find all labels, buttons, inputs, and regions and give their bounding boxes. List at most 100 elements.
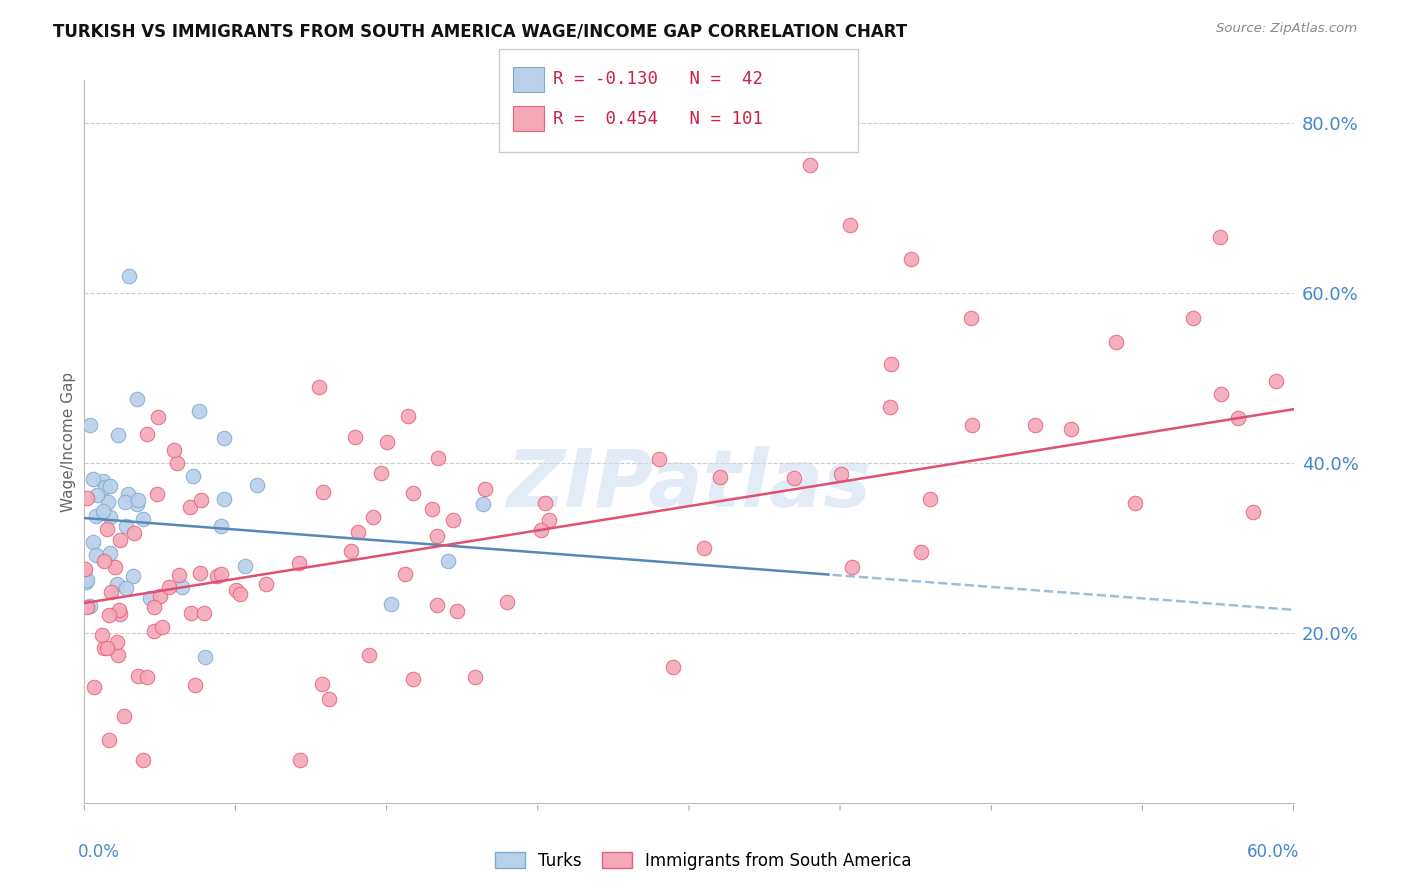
- Point: [98, 732, 121, 747]
- Point: [225, 582, 247, 597]
- Point: [918, 492, 941, 507]
- Point: [166, 456, 188, 470]
- Point: [181, 468, 204, 483]
- Point: [394, 566, 416, 581]
- Legend: Turks, Immigrants from South America: Turks, Immigrants from South America: [488, 846, 918, 877]
- Point: [86, 488, 108, 502]
- Point: [212, 431, 235, 445]
- Point: [107, 648, 129, 662]
- Text: 60.0%: 60.0%: [1247, 843, 1299, 861]
- Point: [839, 218, 862, 232]
- Text: R =  0.454   N = 101: R = 0.454 N = 101: [553, 110, 762, 128]
- Point: [76, 491, 98, 506]
- Point: [1181, 311, 1204, 326]
- Point: [1264, 374, 1286, 388]
- Point: [135, 670, 157, 684]
- Point: [107, 603, 129, 617]
- Point: [148, 410, 170, 425]
- Point: [426, 529, 449, 543]
- Point: [841, 559, 863, 574]
- Point: [311, 676, 333, 690]
- Point: [114, 494, 136, 508]
- Point: [157, 580, 180, 594]
- Point: [127, 493, 149, 508]
- Point: [127, 392, 149, 407]
- Point: [474, 482, 496, 496]
- Point: [347, 524, 370, 539]
- Point: [799, 158, 821, 172]
- Point: [84, 548, 107, 562]
- Text: 0.0%: 0.0%: [79, 843, 120, 861]
- Point: [900, 252, 922, 266]
- Point: [138, 591, 160, 606]
- Point: [146, 487, 169, 501]
- Point: [98, 608, 121, 623]
- Point: [534, 496, 557, 510]
- Point: [76, 600, 98, 615]
- Point: [136, 426, 159, 441]
- Point: [256, 577, 278, 591]
- Text: Source: ZipAtlas.com: Source: ZipAtlas.com: [1216, 22, 1357, 36]
- Point: [143, 599, 166, 614]
- Point: [879, 400, 901, 414]
- Point: [1209, 387, 1232, 401]
- Point: [132, 512, 155, 526]
- Point: [115, 581, 138, 595]
- Point: [693, 541, 716, 555]
- Point: [426, 450, 449, 465]
- Point: [124, 525, 146, 540]
- Point: [464, 670, 486, 684]
- Point: [1024, 417, 1046, 432]
- Point: [209, 518, 232, 533]
- Text: ZIPatlas: ZIPatlas: [506, 446, 872, 524]
- Point: [93, 554, 115, 568]
- Point: [380, 598, 402, 612]
- Point: [212, 491, 235, 506]
- Point: [75, 575, 97, 590]
- Point: [108, 607, 131, 621]
- Point: [79, 599, 101, 613]
- Point: [318, 692, 340, 706]
- Point: [783, 471, 806, 485]
- Point: [648, 452, 671, 467]
- Point: [246, 478, 269, 492]
- Point: [117, 487, 139, 501]
- Point: [420, 501, 443, 516]
- Point: [76, 573, 98, 587]
- Point: [193, 607, 215, 621]
- Point: [441, 513, 464, 527]
- Point: [496, 595, 519, 609]
- Point: [96, 640, 118, 655]
- Point: [150, 620, 173, 634]
- Point: [82, 472, 104, 486]
- Point: [97, 494, 120, 508]
- Point: [98, 547, 121, 561]
- Point: [1209, 230, 1232, 244]
- Point: [114, 519, 136, 533]
- Point: [357, 648, 380, 662]
- Point: [190, 566, 212, 580]
- Point: [73, 566, 96, 580]
- Y-axis label: Wage/Income Gap: Wage/Income Gap: [60, 371, 76, 512]
- Point: [149, 589, 172, 603]
- Point: [288, 753, 311, 767]
- Point: [396, 409, 419, 423]
- Point: [709, 470, 731, 484]
- Point: [86, 509, 108, 524]
- Point: [233, 559, 256, 574]
- Point: [1241, 505, 1264, 519]
- Text: TURKISH VS IMMIGRANTS FROM SOUTH AMERICA WAGE/INCOME GAP CORRELATION CHART: TURKISH VS IMMIGRANTS FROM SOUTH AMERICA…: [53, 22, 907, 40]
- Point: [100, 585, 122, 599]
- Point: [118, 268, 141, 283]
- Point: [163, 443, 186, 458]
- Point: [110, 533, 132, 547]
- Point: [91, 474, 114, 488]
- Point: [96, 522, 118, 536]
- Point: [79, 417, 101, 432]
- Point: [190, 493, 212, 508]
- Point: [1227, 411, 1250, 425]
- Point: [830, 467, 852, 481]
- Point: [98, 510, 121, 524]
- Point: [960, 417, 983, 432]
- Point: [73, 562, 96, 576]
